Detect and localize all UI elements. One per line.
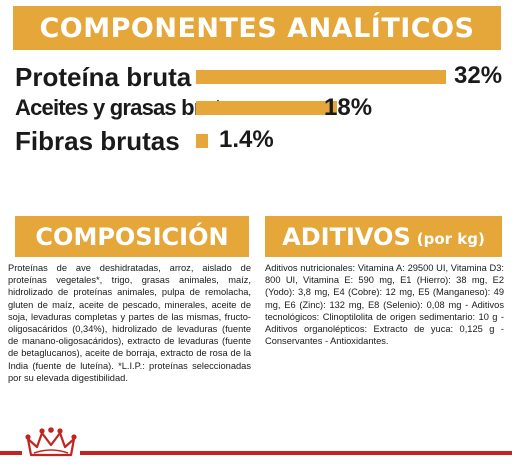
protein-value: 32% (454, 62, 503, 89)
additives-title: ADITIVOS (282, 222, 411, 251)
composition-banner: COMPOSICIÓN (15, 216, 249, 257)
composition-text: Proteínas de ave deshidratadas, arroz, a… (8, 263, 251, 383)
protein-bar (196, 70, 446, 84)
additives-banner: ADITIVOS (por kg) (265, 216, 502, 257)
fat-value: 18% (324, 94, 373, 121)
protein-label: Proteína bruta (15, 62, 192, 92)
fiber-bar (196, 134, 208, 148)
analytical-components-banner: COMPONENTES ANALÍTICOS (13, 6, 501, 50)
additives-subtitle: (por kg) (416, 229, 485, 248)
royal-canin-crown-icon (22, 425, 80, 461)
fiber-label: Fibras brutas (15, 126, 180, 156)
additives-text: Aditivos nutricionales: Vitamina A: 2950… (265, 263, 504, 347)
analytical-components-title: COMPONENTES ANALÍTICOS (39, 12, 475, 44)
footer-red-line (0, 451, 512, 455)
fiber-value: 1.4% (219, 126, 274, 153)
composition-title: COMPOSICIÓN (35, 222, 229, 251)
fat-bar (196, 101, 337, 115)
